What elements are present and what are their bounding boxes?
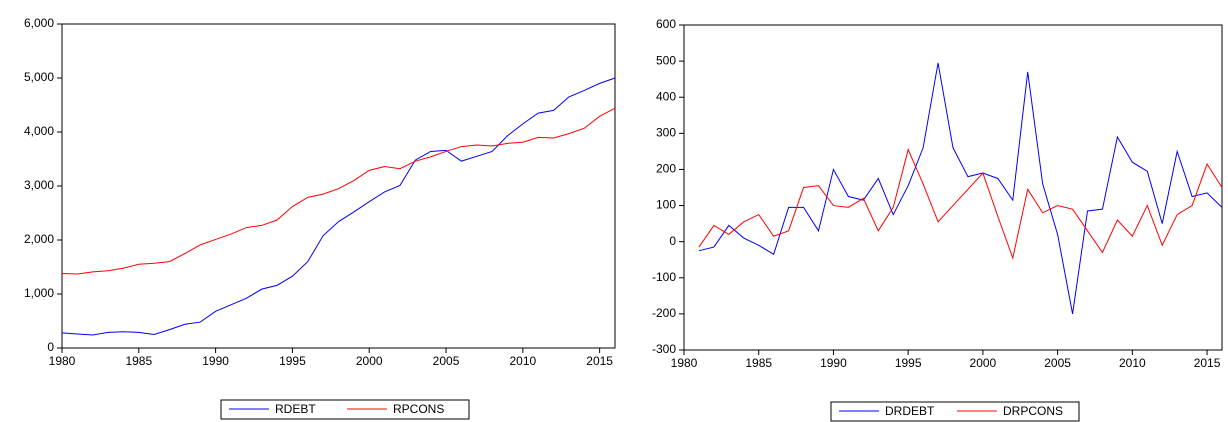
x-tick-label: 1980 — [49, 354, 76, 368]
y-tick-label: 0 — [47, 340, 54, 354]
y-tick-label: 5,000 — [24, 70, 54, 84]
x-tick-label: 1995 — [279, 354, 306, 368]
x-tick-label: 2000 — [356, 354, 383, 368]
legend-label: RPCONS — [393, 402, 444, 416]
x-tick-label: 2015 — [586, 354, 613, 368]
y-tick-label: 500 — [656, 53, 676, 67]
x-tick-label: 1980 — [671, 356, 698, 370]
y-tick-label: 300 — [656, 126, 676, 140]
line-series — [61, 77, 616, 336]
legend-label: RDEBT — [275, 402, 316, 416]
y-tick-label: 200 — [656, 162, 676, 176]
line-series — [698, 148, 1223, 260]
x-tick-label: 1985 — [745, 356, 772, 370]
x-tick-label: 1995 — [895, 356, 922, 370]
line-series — [61, 107, 616, 275]
x-tick-label: 1990 — [820, 356, 847, 370]
legend — [220, 399, 470, 420]
y-tick-label: -100 — [652, 270, 676, 284]
line-series — [698, 62, 1223, 314]
y-tick-label: 1,000 — [24, 286, 54, 300]
y-tick-label: 4,000 — [24, 124, 54, 138]
x-tick-label: 2015 — [1194, 356, 1221, 370]
x-tick-label: 2005 — [433, 354, 460, 368]
x-tick-label: 1990 — [202, 354, 229, 368]
y-tick-label: -300 — [652, 342, 676, 356]
y-tick-label: 0 — [669, 234, 676, 248]
legend-label: DRPCONS — [1003, 404, 1063, 418]
y-tick-label: 400 — [656, 89, 676, 103]
y-tick-label: 600 — [656, 17, 676, 31]
y-tick-label: -200 — [652, 306, 676, 320]
y-tick-label: 2,000 — [24, 232, 54, 246]
plot-frame — [683, 24, 1223, 351]
legend-label: DRDEBT — [885, 404, 935, 418]
x-tick-label: 2010 — [509, 354, 536, 368]
x-tick-label: 2010 — [1119, 356, 1146, 370]
y-tick-label: 100 — [656, 198, 676, 212]
x-tick-label: 1985 — [125, 354, 152, 368]
x-tick-label: 2005 — [1044, 356, 1071, 370]
y-tick-label: 3,000 — [24, 178, 54, 192]
x-tick-label: 2000 — [970, 356, 997, 370]
legend — [830, 401, 1080, 422]
plot-frame — [61, 23, 616, 349]
y-tick-label: 6,000 — [24, 16, 54, 30]
